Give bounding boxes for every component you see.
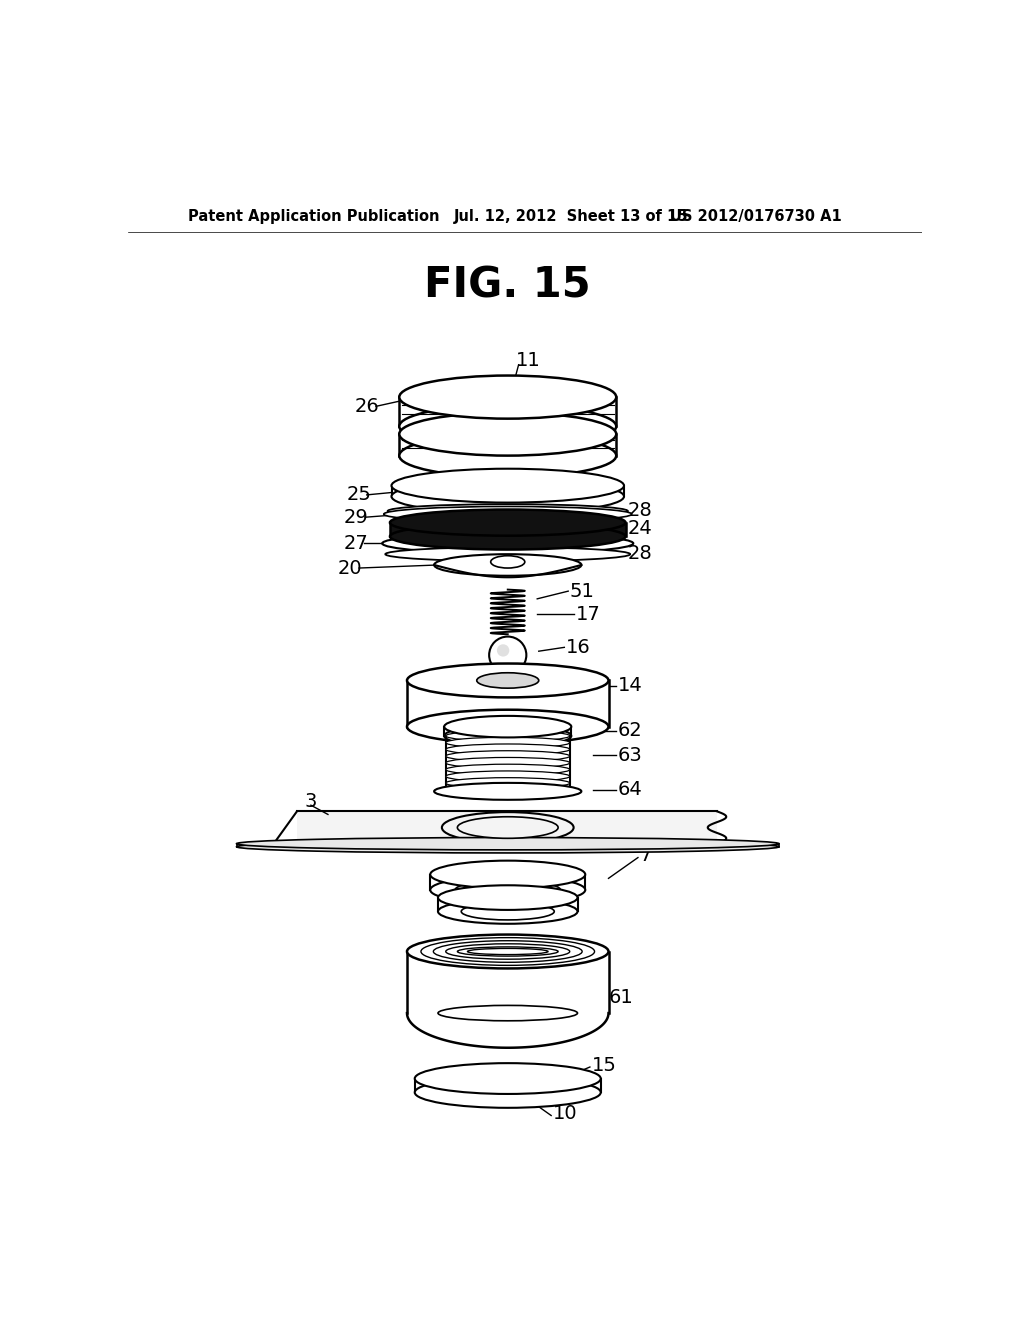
Ellipse shape — [399, 405, 616, 447]
Ellipse shape — [445, 777, 569, 788]
Ellipse shape — [399, 376, 616, 418]
Text: 29: 29 — [343, 508, 369, 527]
Text: 28: 28 — [628, 500, 652, 520]
Polygon shape — [445, 737, 569, 789]
Ellipse shape — [445, 738, 569, 748]
Ellipse shape — [445, 764, 569, 775]
Text: 63: 63 — [617, 746, 642, 764]
Polygon shape — [399, 397, 616, 426]
Ellipse shape — [477, 673, 539, 688]
Ellipse shape — [390, 510, 626, 536]
Polygon shape — [444, 726, 571, 737]
Polygon shape — [297, 812, 717, 843]
Text: Patent Application Publication: Patent Application Publication — [188, 209, 440, 223]
Ellipse shape — [384, 507, 632, 521]
Ellipse shape — [407, 710, 608, 743]
Ellipse shape — [430, 861, 586, 888]
Text: 28: 28 — [628, 544, 652, 562]
Ellipse shape — [430, 876, 586, 904]
Ellipse shape — [391, 469, 624, 503]
Ellipse shape — [399, 434, 616, 478]
Polygon shape — [399, 434, 616, 455]
Ellipse shape — [385, 548, 630, 561]
Polygon shape — [391, 486, 624, 496]
Text: 20: 20 — [337, 558, 361, 578]
Ellipse shape — [445, 758, 569, 768]
Text: 16: 16 — [566, 638, 591, 657]
Polygon shape — [415, 1078, 601, 1093]
Ellipse shape — [433, 941, 583, 962]
Ellipse shape — [237, 841, 779, 853]
Ellipse shape — [445, 784, 569, 795]
Ellipse shape — [490, 556, 524, 568]
Polygon shape — [438, 898, 578, 911]
Text: 25: 25 — [346, 486, 372, 504]
Ellipse shape — [461, 903, 554, 920]
Ellipse shape — [445, 744, 569, 755]
Ellipse shape — [445, 751, 569, 762]
Ellipse shape — [415, 1077, 601, 1107]
Text: FIG. 15: FIG. 15 — [424, 264, 591, 306]
Ellipse shape — [458, 946, 558, 956]
Ellipse shape — [407, 664, 608, 697]
Ellipse shape — [434, 783, 582, 800]
Text: 61: 61 — [608, 989, 633, 1007]
Text: 24: 24 — [628, 519, 652, 537]
Text: 3: 3 — [305, 792, 317, 810]
Ellipse shape — [445, 730, 569, 742]
Ellipse shape — [444, 715, 571, 738]
Ellipse shape — [388, 504, 628, 517]
Polygon shape — [237, 843, 779, 847]
Text: 64: 64 — [617, 780, 642, 800]
Text: 11: 11 — [515, 351, 541, 371]
Ellipse shape — [467, 948, 548, 954]
Ellipse shape — [421, 937, 595, 965]
Ellipse shape — [390, 523, 626, 549]
Ellipse shape — [444, 725, 571, 747]
Ellipse shape — [455, 880, 560, 899]
Polygon shape — [430, 874, 586, 890]
Text: 26: 26 — [354, 397, 379, 416]
Ellipse shape — [458, 817, 558, 838]
Polygon shape — [390, 523, 626, 536]
Ellipse shape — [382, 533, 633, 553]
Text: 15: 15 — [592, 1056, 616, 1074]
Ellipse shape — [497, 644, 509, 656]
Text: 7: 7 — [640, 846, 652, 865]
Ellipse shape — [434, 554, 582, 576]
Ellipse shape — [438, 886, 578, 909]
Ellipse shape — [415, 1063, 601, 1094]
Polygon shape — [407, 681, 608, 726]
Ellipse shape — [458, 521, 543, 533]
Text: 62: 62 — [617, 721, 642, 741]
Ellipse shape — [399, 412, 616, 455]
Text: US 2012/0176730 A1: US 2012/0176730 A1 — [671, 209, 843, 223]
Ellipse shape — [438, 1006, 578, 1020]
Text: 10: 10 — [553, 1104, 578, 1123]
Ellipse shape — [489, 636, 526, 673]
Polygon shape — [407, 952, 608, 1014]
Ellipse shape — [237, 837, 779, 850]
Ellipse shape — [438, 899, 578, 924]
Text: Jul. 12, 2012  Sheet 13 of 15: Jul. 12, 2012 Sheet 13 of 15 — [454, 209, 688, 223]
Text: 17: 17 — [575, 605, 601, 624]
Ellipse shape — [442, 812, 573, 843]
Ellipse shape — [407, 935, 608, 969]
Ellipse shape — [445, 944, 569, 960]
Ellipse shape — [455, 866, 560, 884]
Text: 14: 14 — [617, 676, 642, 696]
Ellipse shape — [391, 479, 624, 513]
Ellipse shape — [461, 890, 554, 906]
Text: 51: 51 — [569, 582, 595, 601]
Text: 27: 27 — [343, 533, 369, 553]
Text: 26: 26 — [589, 397, 613, 416]
Ellipse shape — [445, 771, 569, 781]
